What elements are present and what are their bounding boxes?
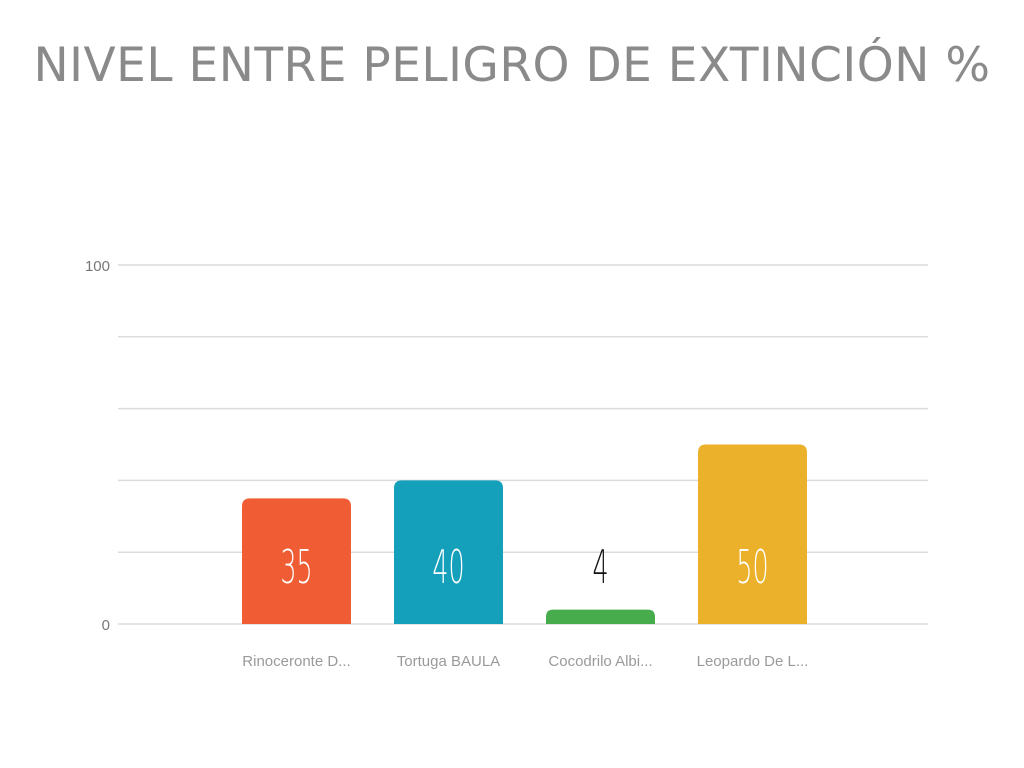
bar [394,480,503,624]
data-label: 50 [736,541,768,594]
y-tick-label: 0 [102,617,110,634]
bar [546,609,655,624]
data-label: 35 [280,541,312,594]
bar [242,498,351,624]
data-label: 40 [432,541,464,594]
data-label: 4 [592,541,608,594]
x-tick-label: Cocodrilo Albi... [548,653,652,670]
x-tick-label: Rinoceronte D... [242,653,350,670]
x-tick-label: Tortuga BAULA [397,653,500,670]
y-tick-label: 100 [85,258,110,275]
chart-title: NIVEL ENTRE PELIGRO DE EXTINCIÓN % [33,38,991,93]
x-tick-label: Leopardo De L... [697,653,809,670]
bar [698,444,807,624]
